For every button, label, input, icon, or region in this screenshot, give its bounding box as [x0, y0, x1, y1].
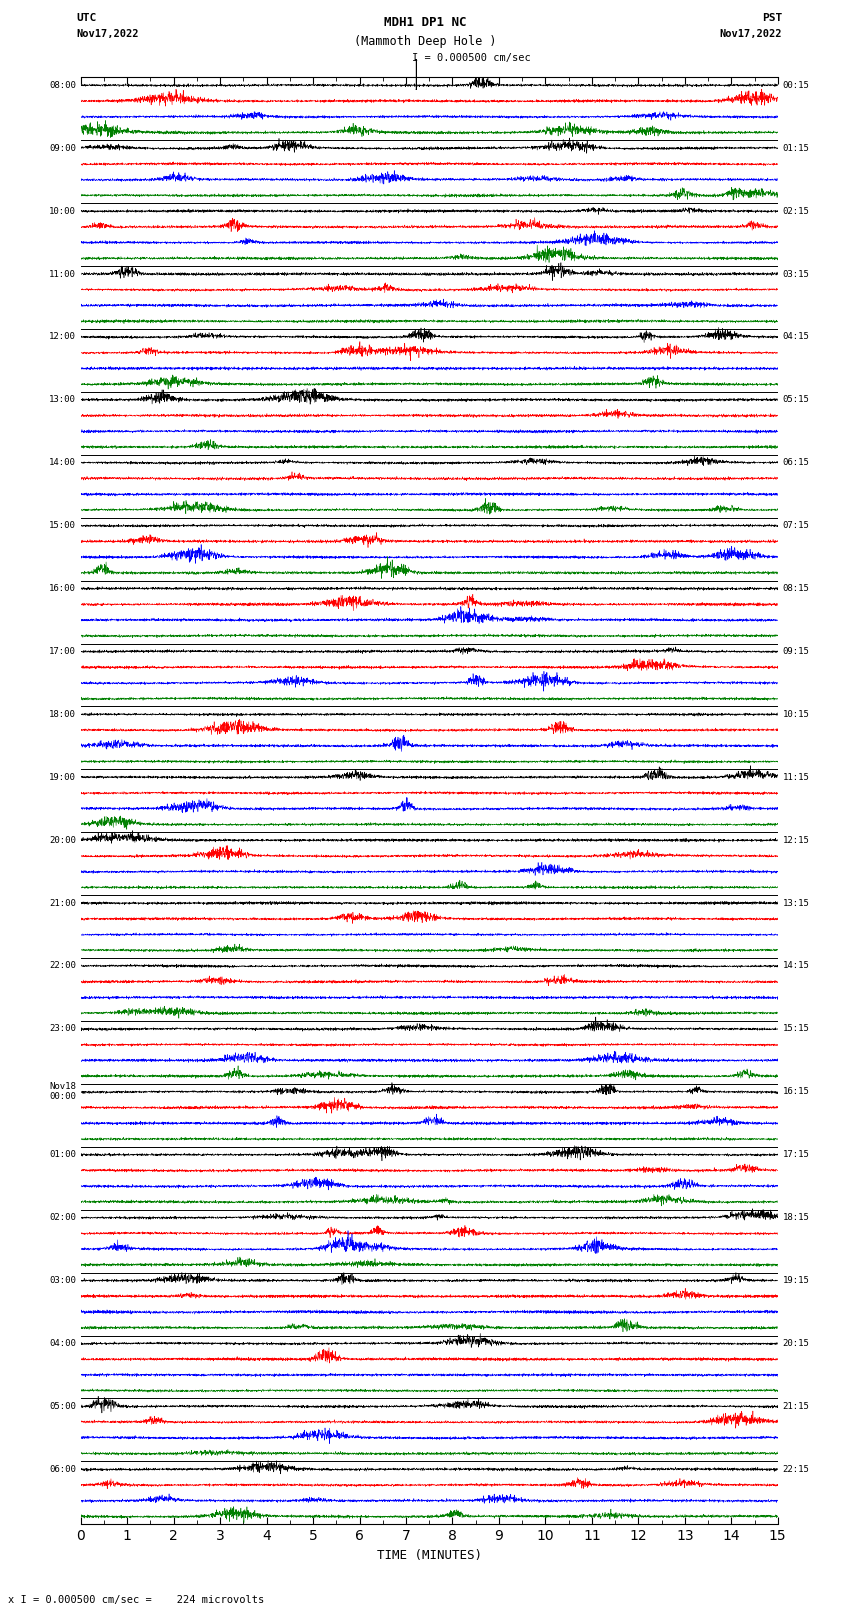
- Text: MDH1 DP1 NC: MDH1 DP1 NC: [383, 16, 467, 29]
- Text: (Mammoth Deep Hole ): (Mammoth Deep Hole ): [354, 35, 496, 48]
- Text: I = 0.000500 cm/sec: I = 0.000500 cm/sec: [412, 53, 531, 63]
- Text: 12:00: 12:00: [49, 332, 76, 342]
- Text: x I = 0.000500 cm/sec =    224 microvolts: x I = 0.000500 cm/sec = 224 microvolts: [8, 1595, 264, 1605]
- Text: Nov17,2022: Nov17,2022: [76, 29, 139, 39]
- Text: 14:15: 14:15: [783, 961, 809, 971]
- Text: 13:00: 13:00: [49, 395, 76, 405]
- Text: Nov18
00:00: Nov18 00:00: [49, 1082, 76, 1102]
- Text: 16:00: 16:00: [49, 584, 76, 594]
- Text: 11:15: 11:15: [783, 773, 809, 782]
- Text: 23:00: 23:00: [49, 1024, 76, 1034]
- Text: 09:00: 09:00: [49, 144, 76, 153]
- Text: 18:15: 18:15: [783, 1213, 809, 1223]
- Text: 09:15: 09:15: [783, 647, 809, 656]
- Text: 18:00: 18:00: [49, 710, 76, 719]
- Text: 21:15: 21:15: [783, 1402, 809, 1411]
- Text: 16:15: 16:15: [783, 1087, 809, 1097]
- Text: 06:00: 06:00: [49, 1465, 76, 1474]
- Text: 19:15: 19:15: [783, 1276, 809, 1286]
- Text: 20:00: 20:00: [49, 836, 76, 845]
- Text: 05:00: 05:00: [49, 1402, 76, 1411]
- Text: 20:15: 20:15: [783, 1339, 809, 1348]
- Text: 14:00: 14:00: [49, 458, 76, 468]
- Text: 05:15: 05:15: [783, 395, 809, 405]
- Text: 12:15: 12:15: [783, 836, 809, 845]
- Text: 19:00: 19:00: [49, 773, 76, 782]
- Text: 21:00: 21:00: [49, 898, 76, 908]
- Text: 10:15: 10:15: [783, 710, 809, 719]
- Text: 17:00: 17:00: [49, 647, 76, 656]
- Text: 13:15: 13:15: [783, 898, 809, 908]
- X-axis label: TIME (MINUTES): TIME (MINUTES): [377, 1548, 482, 1561]
- Text: 10:00: 10:00: [49, 206, 76, 216]
- Text: 08:15: 08:15: [783, 584, 809, 594]
- Text: 06:15: 06:15: [783, 458, 809, 468]
- Text: 02:00: 02:00: [49, 1213, 76, 1223]
- Text: 02:15: 02:15: [783, 206, 809, 216]
- Text: PST: PST: [762, 13, 782, 23]
- Text: 01:00: 01:00: [49, 1150, 76, 1160]
- Text: 00:15: 00:15: [783, 81, 809, 90]
- Text: 15:00: 15:00: [49, 521, 76, 531]
- Text: 17:15: 17:15: [783, 1150, 809, 1160]
- Text: 08:00: 08:00: [49, 81, 76, 90]
- Text: 11:00: 11:00: [49, 269, 76, 279]
- Text: 15:15: 15:15: [783, 1024, 809, 1034]
- Text: 04:15: 04:15: [783, 332, 809, 342]
- Text: 07:15: 07:15: [783, 521, 809, 531]
- Text: 01:15: 01:15: [783, 144, 809, 153]
- Text: 04:00: 04:00: [49, 1339, 76, 1348]
- Text: 22:00: 22:00: [49, 961, 76, 971]
- Text: 03:15: 03:15: [783, 269, 809, 279]
- Text: 03:00: 03:00: [49, 1276, 76, 1286]
- Text: Nov17,2022: Nov17,2022: [719, 29, 782, 39]
- Text: 22:15: 22:15: [783, 1465, 809, 1474]
- Text: UTC: UTC: [76, 13, 97, 23]
